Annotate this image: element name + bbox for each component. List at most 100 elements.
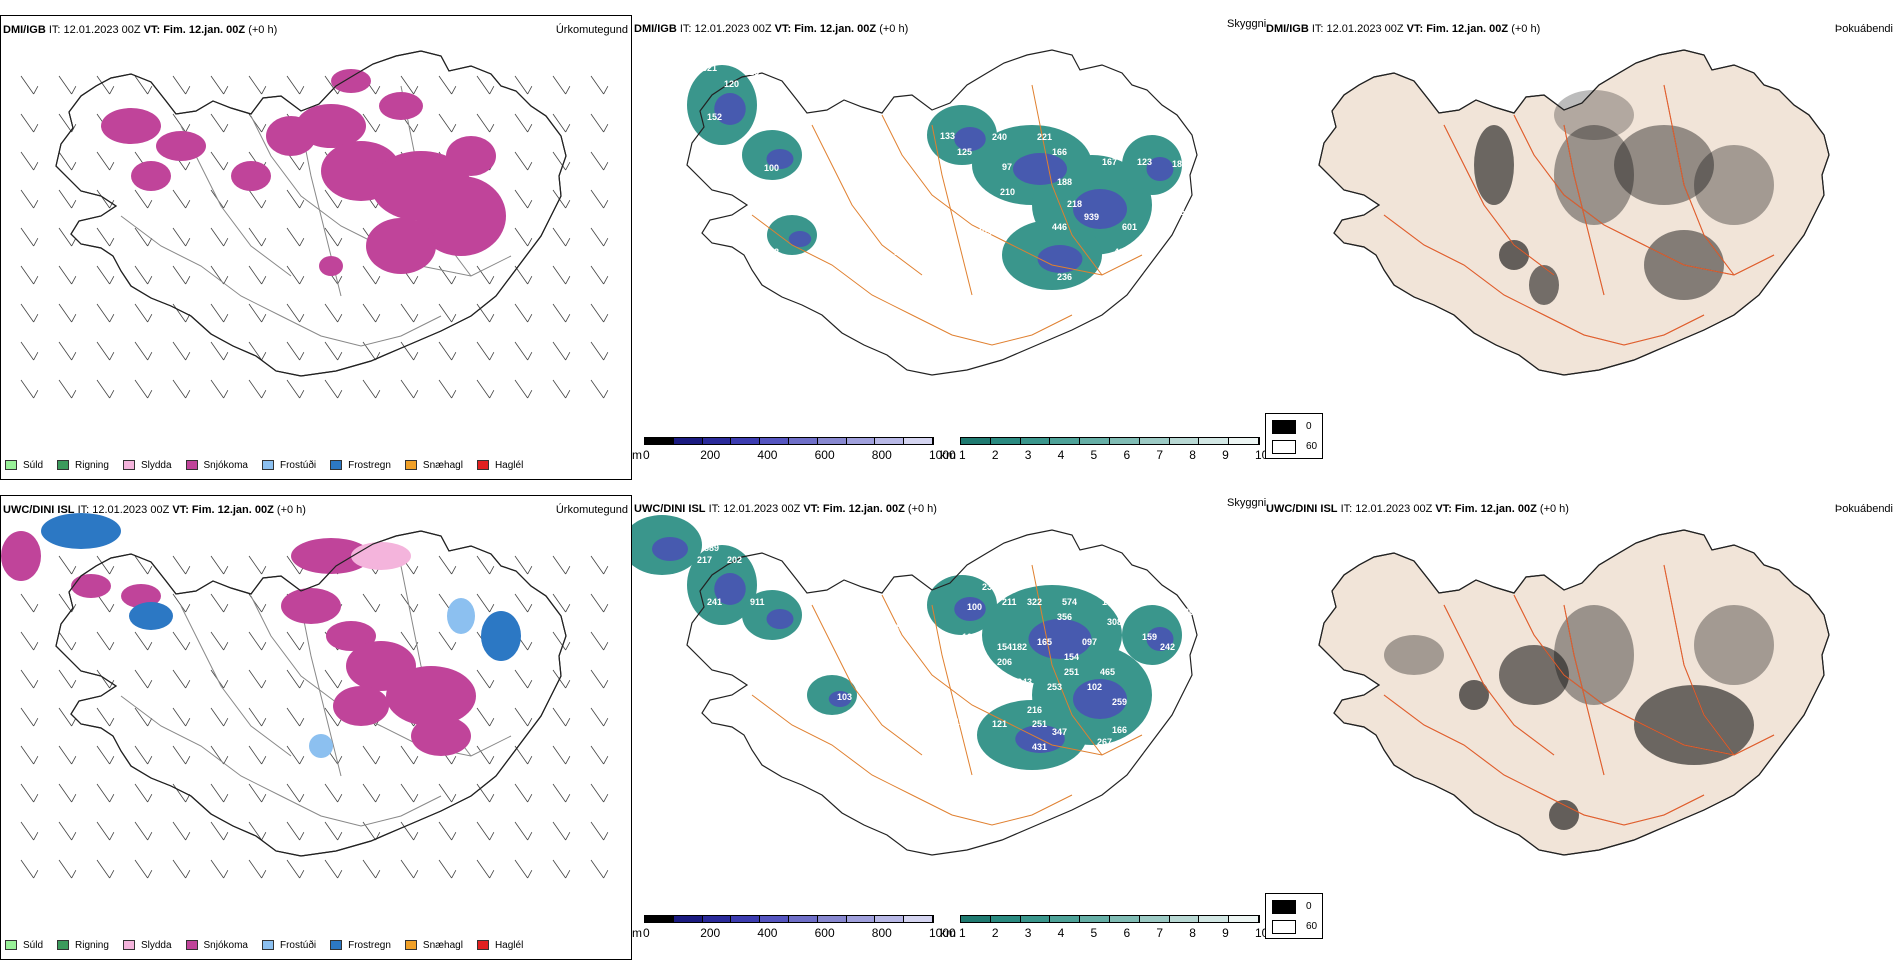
wind-barb (210, 593, 229, 613)
wind-barb (286, 859, 305, 879)
wind-barb (514, 821, 533, 841)
colorbar-tick: 800 (871, 926, 892, 940)
colorbar-swatch (1229, 438, 1259, 444)
colorbar-swatch (760, 438, 789, 444)
wind-barb (210, 631, 229, 651)
wind-barb (362, 593, 381, 613)
wind-barb (248, 555, 267, 575)
wind-barb (248, 341, 267, 361)
wind-barb (58, 631, 77, 651)
road-line (120, 215, 442, 347)
low-cloud-area (1028, 619, 1092, 659)
wind-barb (552, 859, 571, 879)
low-cloud-area (1073, 679, 1127, 719)
wind-barb (134, 821, 153, 841)
wind-barb (590, 151, 609, 171)
snow-area (296, 104, 366, 148)
visibility-value-label: 322 (727, 623, 742, 633)
visibility-value-label: 308 (1184, 607, 1199, 617)
wind-barb (172, 783, 191, 803)
colorbar-tick: 6 (1123, 926, 1131, 940)
wind-barb (96, 745, 115, 765)
fog-legend-swatch (1272, 900, 1296, 914)
visibility-value-label: 182 (1012, 642, 1027, 652)
visibility-value-label: 097 (1082, 637, 1097, 647)
fog-index-area (1474, 125, 1514, 205)
colorbar-strip (960, 437, 1260, 445)
wind-barb (400, 379, 419, 399)
wind-barb (476, 341, 495, 361)
wind-barb (248, 303, 267, 323)
snow-area (333, 686, 389, 726)
wind-barb (96, 593, 115, 613)
wind-barb (438, 631, 457, 651)
wind-barb (58, 593, 77, 613)
wind-barb (362, 379, 381, 399)
snow-area (319, 256, 343, 276)
precip-area (41, 513, 121, 549)
colorbar-swatch (904, 438, 933, 444)
visibility-value-label: 216 (1027, 705, 1042, 715)
wind-barb (20, 189, 39, 209)
wind-barb (96, 821, 115, 841)
road-line (811, 124, 923, 276)
wind-barb (20, 669, 39, 689)
wind-barb (20, 341, 39, 361)
wind-barb (476, 669, 495, 689)
visibility-value-label: 133 (940, 131, 955, 141)
road-line (1443, 604, 1555, 756)
wind-barb (172, 113, 191, 133)
snow-area (331, 69, 371, 93)
wind-barb (476, 593, 495, 613)
legend-item: Haglél (476, 939, 524, 951)
colorbar-tick: 800 (871, 448, 892, 462)
wind-barb (514, 113, 533, 133)
colorbar-swatch (990, 438, 1021, 444)
wind-barb (20, 783, 39, 803)
wind-barb (20, 859, 39, 879)
colorbar-tick: 0 (643, 448, 650, 462)
wind-barb (134, 265, 153, 285)
wind-barb (514, 303, 533, 323)
wind-barb (552, 265, 571, 285)
wind-barb (134, 745, 153, 765)
panel-header: DMI/IGB IT: 12.01.2023 00Z VT: Fim. 12.j… (1266, 23, 1541, 35)
wind-barb (362, 821, 381, 841)
wind-barb (134, 75, 153, 95)
wind-barb (324, 859, 343, 879)
colorbar-swatch (1109, 916, 1140, 922)
wind-barb (20, 379, 39, 399)
panel-title: Þokuábendi (1834, 23, 1893, 35)
wind-barb (210, 821, 229, 841)
colorbar-swatch (1109, 438, 1140, 444)
fog-legend-1: 0 60 (1265, 413, 1323, 459)
panel-header: UWC/DINI ISL IT: 12.01.2023 00Z VT: Fim.… (1266, 503, 1569, 515)
wind-barb (552, 227, 571, 247)
legend-label: Rigning (75, 459, 109, 471)
colorbar-tick: 4 (1057, 926, 1065, 940)
visibility-value-label: 242 (1160, 642, 1175, 652)
wind-barb (58, 555, 77, 575)
wind-barb (96, 189, 115, 209)
wind-barb (286, 227, 305, 247)
fog-index-area (1694, 605, 1774, 685)
legend-label: Haglél (494, 939, 524, 951)
wind-barb (438, 859, 457, 879)
wind-barb (552, 783, 571, 803)
colorbar-unit: m (632, 448, 642, 462)
visibility-value-label: 538 (1142, 587, 1157, 597)
legend-swatch (476, 460, 489, 470)
wind-barb (590, 783, 609, 803)
visibility-value-label: 218 (1067, 199, 1082, 209)
colorbar-swatch (1080, 438, 1110, 444)
colorbar-tick: 8 (1189, 926, 1196, 940)
wind-barb (400, 821, 419, 841)
wind-barb (20, 593, 39, 613)
wind-barb (514, 265, 533, 285)
wind-barb (590, 669, 609, 689)
visibility-value-label: 125 (1170, 207, 1185, 217)
road-line (1513, 594, 1775, 756)
legend-label: Snjókoma (203, 939, 248, 951)
wind-barb (438, 75, 457, 95)
legend-item: Frostregn (330, 460, 391, 471)
